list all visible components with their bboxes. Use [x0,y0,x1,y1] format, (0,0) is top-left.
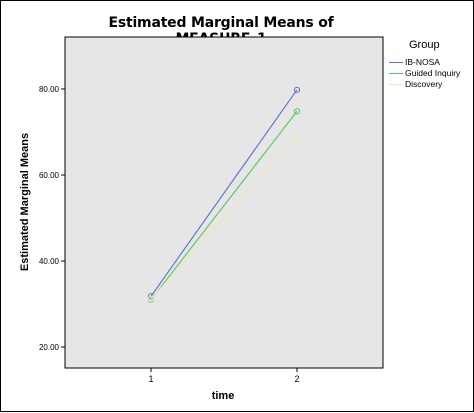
legend-swatch-discovery [389,84,403,85]
legend: Group IB-NOSA Guided Inquiry Discovery [389,39,473,90]
y-tick-label-0: 20.00 [39,343,60,352]
series-line-guided-inquiry [150,111,298,301]
data-point-ib-nosa-1 [293,86,301,93]
y-tick-label-1: 40.00 [39,257,60,266]
legend-label-guided-inquiry: Guided Inquiry [405,68,461,78]
legend-title: Group [409,39,440,51]
legend-item-ib-nosa: IB-NOSA [389,57,473,68]
data-point-discovery-1 [293,133,301,140]
legend-label-ib-nosa: IB-NOSA [405,57,440,67]
y-tick-label-3: 80.00 [39,85,60,94]
legend-item-discovery: Discovery [389,79,473,90]
data-point-guided-inquiry-1 [293,108,301,115]
x-axis-label: time [212,390,235,402]
plot-area [64,36,384,369]
series-line-ib-nosa [150,89,298,297]
legend-item-guided-inquiry: Guided Inquiry [389,68,473,79]
series-line-discovery [150,135,298,300]
data-point-discovery-0 [147,295,155,302]
y-axis: 20.00 40.00 60.00 80.00 [39,85,65,352]
series-layer [147,86,301,303]
y-tick-label-2: 60.00 [39,171,60,180]
legend-label-discovery: Discovery [405,79,443,89]
y-axis-label: Estimated Marginal Means [19,133,31,271]
legend-swatch-ib-nosa [389,62,403,63]
x-tick-label-1: 2 [294,374,299,384]
legend-swatch-guided-inquiry [389,73,403,74]
x-tick-label-0: 1 [148,374,153,384]
